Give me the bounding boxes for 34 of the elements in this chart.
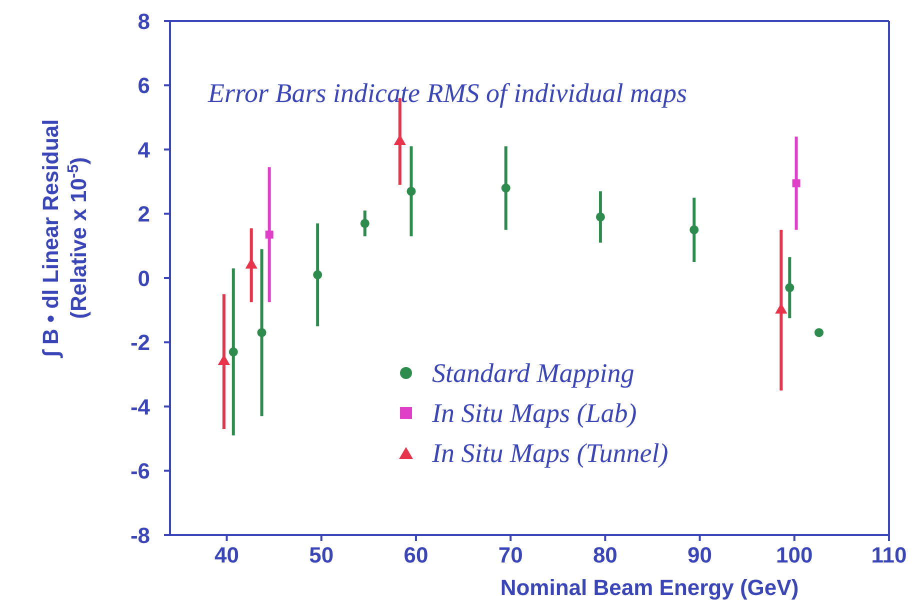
x-tick-label: 40 [214,542,240,568]
point [265,230,274,239]
point [785,283,794,292]
point [596,212,605,222]
point [792,179,800,188]
point [257,328,266,338]
x-tick-label: 60 [404,542,428,568]
point [406,186,416,196]
y-tick-label: -8 [130,522,150,548]
point [313,270,322,280]
y-tick-label: -4 [130,394,151,420]
legend-label: In Situ Maps (Tunnel) [432,438,668,468]
point [228,347,238,356]
x-tick-label: 110 [871,542,907,568]
y-tick-label: 0 [138,266,150,291]
x-tick-label: 50 [309,542,334,568]
y-tick-label: 2 [138,202,150,227]
x-tick-label: 100 [776,542,813,568]
y-tick-label: -6 [130,458,150,484]
point [690,225,699,234]
y-tick-label: 6 [138,73,150,98]
x-tick-label: 90 [688,542,712,568]
point [360,218,370,228]
y-tick-label: 8 [138,8,150,34]
x-tick-label: 80 [592,542,618,568]
legend-label: In Situ Maps (Lab) [432,398,637,428]
y-tick-label: -2 [130,330,150,356]
legend-label: Standard Mapping [432,358,634,388]
point [501,184,510,193]
annotation: Error Bars indicate RMS of individual maps [208,78,687,109]
x-tick-label: 70 [498,542,523,568]
y-tick-label: 4 [138,137,151,162]
x-axis-title: Nominal Beam Energy (GeV) [500,575,799,600]
point [814,328,824,338]
